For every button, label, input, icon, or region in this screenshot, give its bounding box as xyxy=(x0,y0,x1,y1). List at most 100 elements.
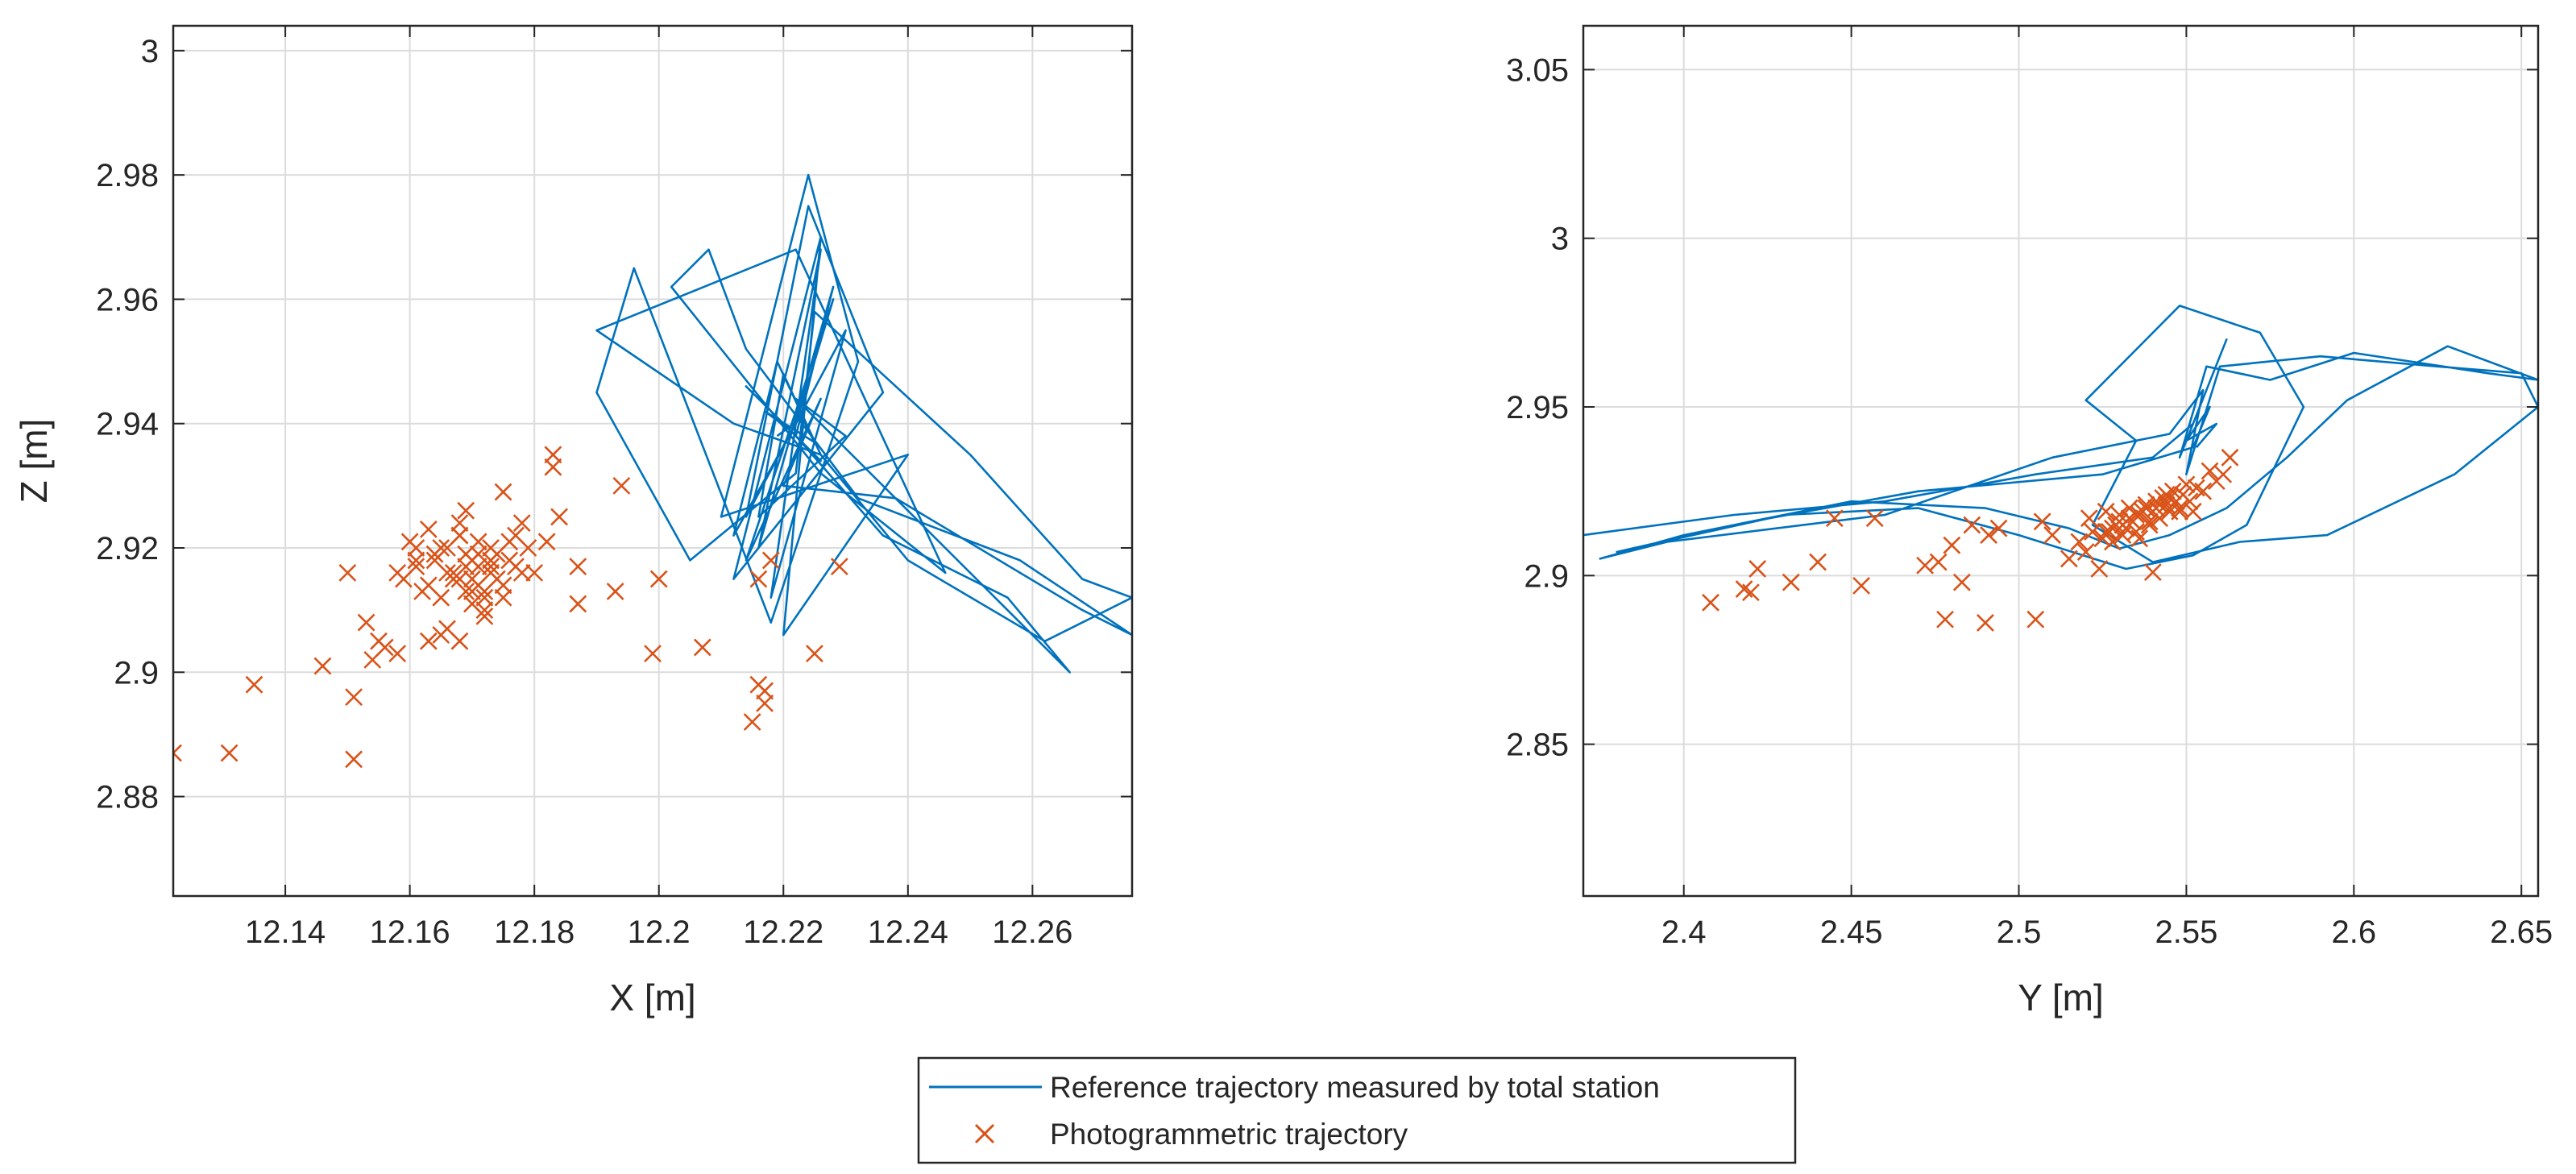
data-point-x-marker xyxy=(450,570,469,588)
x-tick-label: 12.24 xyxy=(868,915,948,950)
data-point-x-marker xyxy=(544,458,562,476)
data-point-x-marker xyxy=(475,588,494,607)
data-point-x-marker xyxy=(2194,482,2213,500)
series-line-reference xyxy=(595,173,1132,674)
data-point-x-marker xyxy=(507,558,525,576)
data-point-x-marker xyxy=(375,638,394,657)
data-point-x-marker xyxy=(2090,560,2109,578)
data-point-x-marker xyxy=(2110,506,2129,524)
legend-marker-swatch xyxy=(974,1123,995,1144)
data-point-x-marker xyxy=(2043,526,2062,545)
data-point-x-marker xyxy=(693,638,711,657)
data-point-x-marker xyxy=(494,483,512,501)
data-point-x-marker xyxy=(2184,502,2202,521)
data-point-x-marker xyxy=(1952,573,1971,591)
plot-area xyxy=(1583,26,2538,896)
data-point-x-marker xyxy=(419,576,438,595)
data-point-x-marker xyxy=(2140,512,2159,531)
data-point-x-marker xyxy=(2104,533,2122,551)
data-point-x-marker xyxy=(457,501,475,520)
x-tick-label: 12.26 xyxy=(992,915,1072,950)
data-point-x-marker xyxy=(482,551,500,570)
data-point-x-marker xyxy=(457,583,475,600)
data-point-x-marker xyxy=(2143,563,2162,582)
data-point-x-marker xyxy=(2080,509,2098,528)
legend-label-reference: Reference trajectory measured by total s… xyxy=(1050,1071,1660,1104)
data-point-x-marker xyxy=(419,632,438,650)
data-point-x-marker xyxy=(756,682,774,700)
data-point-x-marker xyxy=(220,744,239,762)
data-point-x-marker xyxy=(438,563,456,582)
data-point-x-marker xyxy=(1782,573,1800,591)
data-point-x-marker xyxy=(500,533,519,551)
data-point-x-marker xyxy=(463,570,481,588)
data-point-x-marker xyxy=(2070,533,2089,551)
data-point-x-marker xyxy=(1748,560,1767,578)
data-point-x-marker xyxy=(475,601,494,620)
data-point-x-marker xyxy=(2026,610,2045,628)
data-point-x-marker xyxy=(612,476,631,495)
data-point-x-marker xyxy=(2060,550,2078,568)
data-point-x-marker xyxy=(1825,509,1844,528)
data-point-x-marker xyxy=(1809,553,1827,571)
data-point-x-marker xyxy=(1852,576,1871,595)
data-point-x-marker xyxy=(2171,502,2189,521)
data-layer xyxy=(1583,305,2538,632)
y-tick-label: 3.05 xyxy=(1506,52,1569,88)
data-point-x-marker xyxy=(1741,583,1760,602)
data-point-x-marker xyxy=(2076,543,2095,561)
data-point-x-marker xyxy=(1865,509,1884,528)
data-point-x-marker xyxy=(482,563,500,582)
data-point-x-marker xyxy=(1963,516,1981,534)
plot-right-yz: 2.4 2.45 2.5 2.55 2.6 2.65 2.85 2.9 2.95 3 3.05 Y [… xyxy=(1506,24,2553,1018)
data-point-x-marker xyxy=(606,583,624,600)
axes-frame xyxy=(172,24,1134,898)
data-point-x-marker xyxy=(761,551,780,570)
data-point-x-marker xyxy=(805,645,823,663)
data-point-x-marker xyxy=(419,520,438,538)
x-tick-label: 2.45 xyxy=(1820,915,1883,950)
data-point-x-marker xyxy=(749,570,768,588)
x-tick-label: 2.5 xyxy=(1997,915,2042,950)
x-tick-label: 12.18 xyxy=(494,915,575,950)
data-point-x-marker xyxy=(469,533,487,551)
data-point-x-marker xyxy=(463,595,481,613)
data-point-x-marker xyxy=(2084,522,2101,541)
y-tick-label: 2.95 xyxy=(1506,390,1569,425)
data-point-x-marker xyxy=(450,632,469,650)
legend-box xyxy=(917,1056,1797,1164)
data-point-x-marker xyxy=(1916,556,1935,575)
data-point-x-marker xyxy=(649,570,668,588)
legend-label-photogrammetric: Photogrammetric trajectory xyxy=(1050,1118,1408,1151)
axes-frame xyxy=(1582,24,2540,898)
x-tick-label: 2.55 xyxy=(2155,915,2217,950)
plot-area xyxy=(173,26,1132,896)
data-point-x-marker xyxy=(388,645,407,663)
data-point-x-marker xyxy=(743,713,761,731)
y-tick-label: 2.88 xyxy=(96,780,159,815)
data-point-x-marker xyxy=(1943,536,1961,554)
data-point-x-marker xyxy=(2113,516,2132,534)
data-point-x-marker xyxy=(569,595,587,613)
data-point-x-marker xyxy=(245,675,263,694)
data-point-x-marker xyxy=(2151,509,2169,528)
y-tick-label: 3 xyxy=(141,34,159,69)
data-point-x-marker xyxy=(357,613,375,632)
data-point-x-marker xyxy=(400,533,419,551)
y-tick-label: 2.96 xyxy=(96,282,159,317)
data-point-x-marker xyxy=(519,539,537,557)
data-point-x-marker xyxy=(2177,475,2196,494)
data-point-x-marker xyxy=(345,688,363,707)
y-tick-label: 2.94 xyxy=(96,407,159,442)
x-axis-label: Y [m] xyxy=(2018,977,2104,1018)
y-tick-label: 3 xyxy=(1551,222,1569,257)
data-point-x-marker xyxy=(569,558,587,576)
data-point-x-marker xyxy=(407,558,425,576)
data-point-x-marker xyxy=(2130,506,2149,524)
data-point-x-marker xyxy=(425,545,444,563)
data-point-x-marker xyxy=(1989,519,2008,537)
data-point-x-marker xyxy=(1702,593,1719,612)
data-point-x-marker xyxy=(544,446,562,464)
x-tick-label: 12.22 xyxy=(743,915,823,950)
